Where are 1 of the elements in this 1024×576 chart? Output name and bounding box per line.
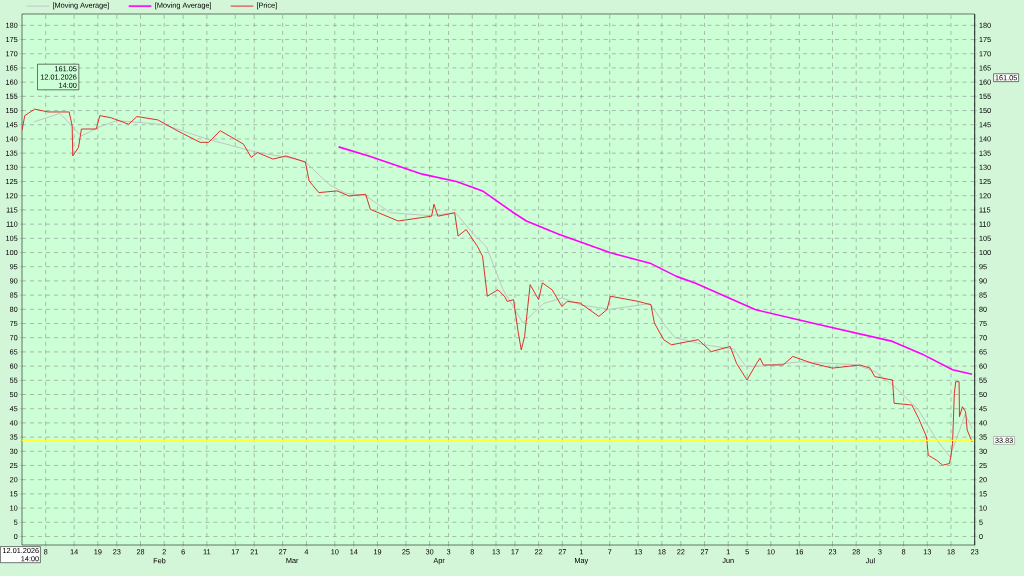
line-series <box>337 146 973 376</box>
